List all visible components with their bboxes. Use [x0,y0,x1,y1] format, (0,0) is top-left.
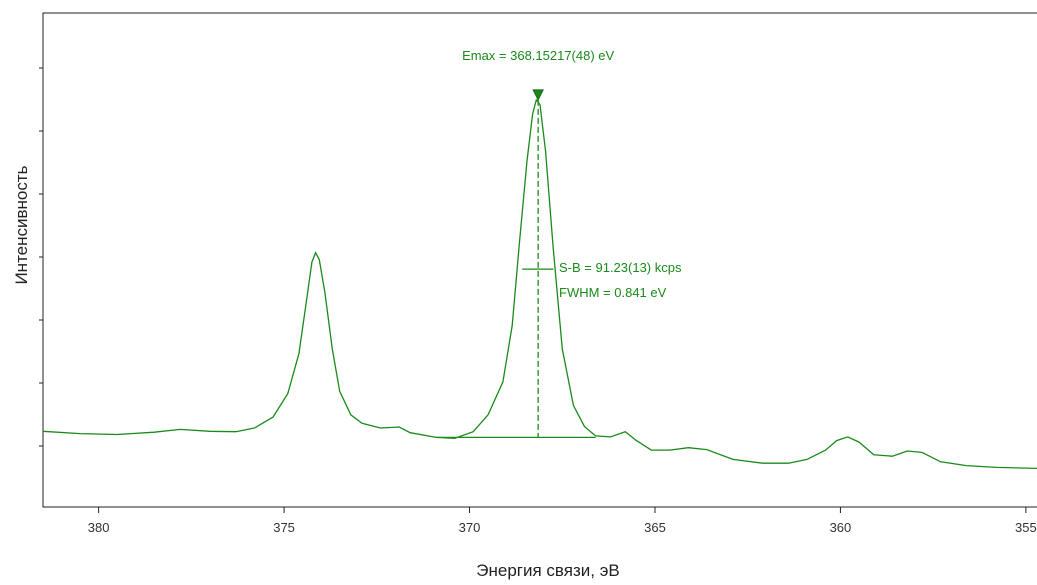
x-tick-label: 370 [459,520,481,535]
y-axis-title: Интенсивность [12,165,31,284]
x-tick-label: 375 [273,520,295,535]
plot-frame [42,12,1037,508]
x-tick-label: 355 [1015,520,1037,535]
sb-annotation: S-B = 91.23(13) kcps [559,260,682,275]
x-tick-label: 380 [88,520,110,535]
y-axis-ticks [39,67,43,447]
x-axis: 380 375 370 365 360 355 [88,507,1037,535]
emax-annotation: Emax = 368.15217(48) eV [462,48,614,63]
peak-marker [532,89,544,102]
fwhm-annotation: FWHM = 0.841 eV [559,285,667,300]
x-tick-label: 360 [830,520,852,535]
x-tick-label: 365 [644,520,666,535]
x-axis-title: Энергия связи, эВ [476,561,619,580]
spectrum-line [42,98,1037,470]
